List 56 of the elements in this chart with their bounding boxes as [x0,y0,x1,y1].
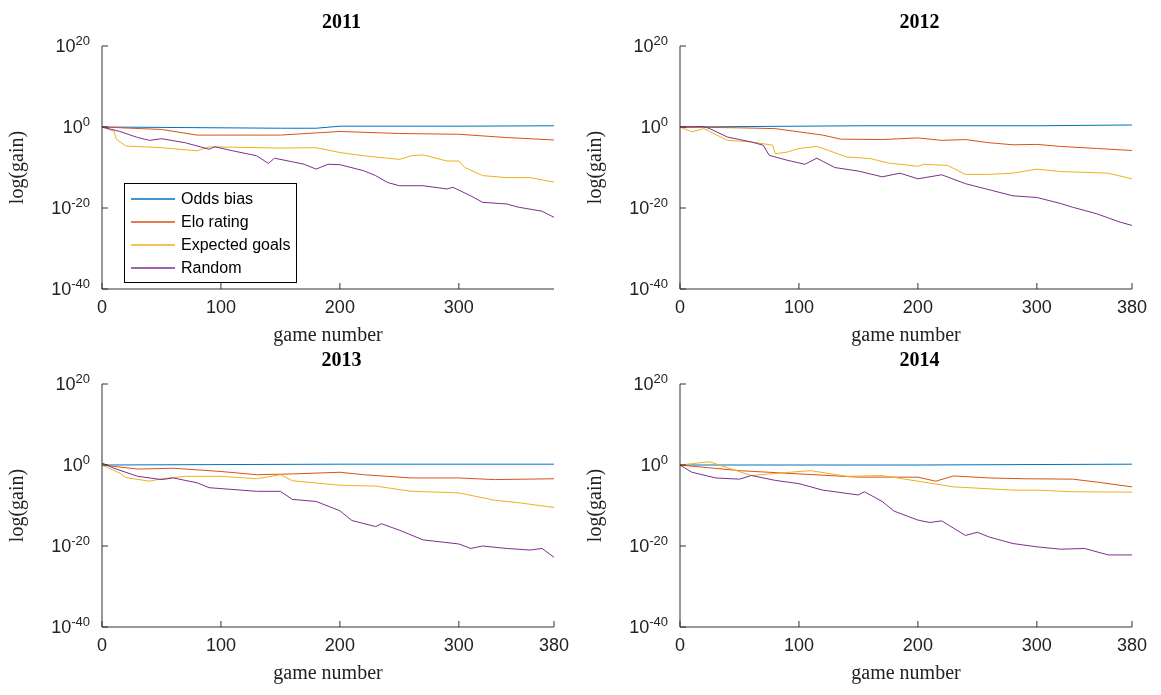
y-tick-label: 10$^{-40}$ [629,613,668,637]
chart-title: 2011 [321,10,362,33]
y-tick-label: 10$^{-20}$ [629,194,668,218]
x-axis-title: game number [851,661,962,684]
y-tick-label: 10$^{-20}$ [51,532,90,556]
x-tick-label: 0 [674,297,686,317]
line-series [680,464,1132,556]
x-tick-label: 200 [324,635,355,655]
x-tick-label: 300 [1021,635,1052,655]
y-axis-title: log(gain) [5,468,29,543]
legend-label: Expected goals [181,235,291,254]
y-axis-title: log(gain) [583,130,607,205]
x-axis-title: game number [273,661,384,684]
x-tick-label: 200 [324,297,355,317]
y-tick-label: 10$^{20}$ [55,32,90,56]
y-tick-label: 10$^{0}$ [640,113,668,137]
y-tick-label: 10$^{-20}$ [629,532,668,556]
x-tick-label: 100 [205,297,236,317]
x-tick-label: 0 [96,635,108,655]
y-tick-label: 10$^{20}$ [55,370,90,394]
chart-title: 2013 [320,348,363,371]
legend-label: Odds bias [181,189,254,208]
y-tick-label: 10$^{0}$ [640,451,668,475]
y-tick-label: 10$^{20}$ [633,370,668,394]
x-tick-label: 200 [902,635,933,655]
x-tick-label: 380 [538,635,570,655]
y-tick-label: 10$^{-40}$ [51,613,90,637]
x-tick-label: 100 [783,297,814,317]
chart-title: 2014 [898,348,941,371]
y-tick-label: 10$^{0}$ [62,451,90,475]
legend-label: Random [181,258,242,277]
x-tick-label: 100 [205,635,236,655]
x-tick-label: 100 [783,635,814,655]
x-tick-label: 380 [1116,297,1148,317]
y-axis-title: log(gain) [583,468,607,543]
line-series [102,126,554,183]
legend-label: Elo rating [181,212,249,231]
x-tick-label: 0 [96,297,108,317]
x-axis-title: game number [273,323,384,346]
line-series [680,126,1132,180]
y-tick-label: 10$^{-40}$ [629,275,668,299]
line-series [102,464,554,508]
x-axis-title: game number [851,323,962,346]
chart-title: 2012 [898,10,941,33]
x-tick-label: 300 [443,297,474,317]
y-tick-label: 10$^{20}$ [633,32,668,56]
x-tick-label: 380 [1116,635,1148,655]
y-tick-label: 10$^{-40}$ [51,275,90,299]
y-tick-label: 10$^{0}$ [62,113,90,137]
y-axis-title: log(gain) [5,130,29,205]
x-tick-label: 300 [1021,297,1052,317]
x-tick-label: 200 [902,297,933,317]
line-series [102,462,554,558]
y-tick-label: 10$^{-20}$ [51,194,90,218]
x-tick-label: 300 [443,635,474,655]
x-tick-label: 0 [674,635,686,655]
